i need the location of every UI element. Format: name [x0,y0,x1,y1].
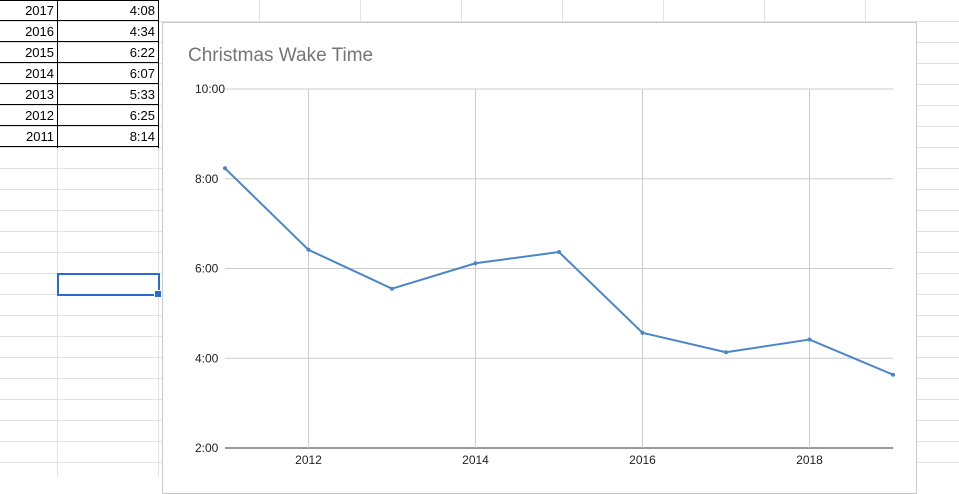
wake-time-cell[interactable]: 8:14 [129,129,155,144]
year-cell[interactable]: 2011 [26,129,54,144]
x-tick-label: 2016 [629,453,656,467]
table-border [57,0,58,148]
table-border [0,20,159,21]
table-border [0,83,159,84]
x-tick-label: 2014 [462,453,489,467]
wake-time-cell[interactable]: 6:07 [129,66,155,81]
data-point [557,250,561,255]
year-cell[interactable]: 2016 [25,24,54,39]
wake-time-cell[interactable]: 5:33 [129,87,155,102]
data-point [306,247,311,252]
data-point [807,337,812,342]
table-border [0,125,159,126]
data-point [891,372,895,377]
table-row[interactable]: 2015 6:22 [0,42,159,63]
table-row[interactable]: 2012 6:25 [0,105,159,126]
table-row[interactable]: 2011 8:14 [0,126,159,147]
table-border [0,41,159,42]
wake-time-cell[interactable]: 6:22 [129,45,155,60]
table-border [0,104,159,105]
year-cell[interactable]: 2015 [25,45,54,60]
year-cell[interactable]: 2014 [25,66,54,81]
grid-column-line [57,0,58,476]
data-point [223,166,227,171]
year-cell[interactable]: 2012 [25,108,54,123]
y-tick-label: 6:00 [195,262,219,276]
data-point [473,261,478,266]
y-tick-label: 10:00 [195,82,225,96]
table-border [158,0,159,148]
data-point [724,350,728,355]
chart-title: Christmas Wake Time [188,45,374,66]
year-cell[interactable]: 2013 [25,87,54,102]
table-row[interactable]: 2013 5:33 [0,84,159,105]
chart-panel[interactable]: Christmas Wake Time 2:00 4:00 6:00 8:00 10:0… [162,22,917,494]
x-tick-label: 2018 [796,453,823,467]
x-tick-label: 2012 [295,453,322,467]
y-tick-label: 8:00 [195,172,219,186]
table-border [0,146,159,147]
data-point [390,286,394,291]
wake-time-cell[interactable]: 4:08 [129,3,155,18]
line-chart: 2:00 4:00 6:00 8:00 10:00 2012 2014 2016 2018 [195,82,895,467]
selected-cell[interactable] [57,273,160,296]
year-cell[interactable]: 2017 [25,3,54,18]
y-tick-label: 4:00 [195,351,219,365]
wake-time-cell[interactable]: 4:34 [129,24,155,39]
wake-time-cell[interactable]: 6:25 [129,108,155,123]
table-row[interactable]: 2014 6:07 [0,63,159,84]
grid-row-line [0,21,959,22]
table-row[interactable]: 2017 4:08 [0,0,159,21]
data-point [640,330,645,335]
table-border [0,62,159,63]
y-tick-label: 2:00 [195,441,219,455]
fill-handle[interactable] [154,290,162,298]
table-row[interactable]: 2016 4:34 [0,21,159,42]
series-line [224,167,894,376]
table-border [0,0,159,1]
grid-column-line [158,0,159,476]
